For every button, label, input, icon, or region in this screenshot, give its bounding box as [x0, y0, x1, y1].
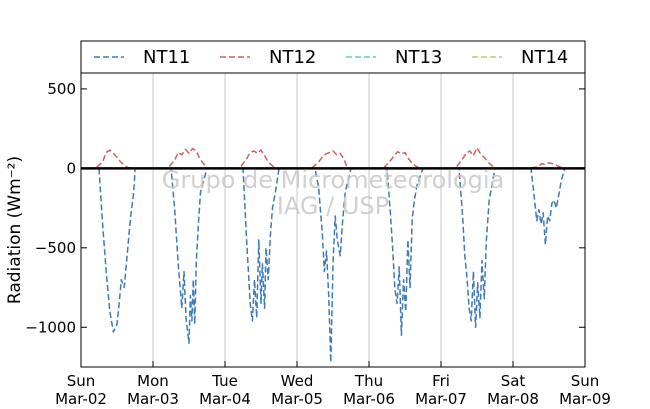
x-tick-label-day: Sat: [501, 372, 526, 390]
x-tick-label-day: Wed: [281, 372, 314, 390]
x-tick-label-day: Fri: [432, 372, 450, 390]
x-tick-label-day: Thu: [354, 372, 383, 390]
y-tick-label: 0: [66, 159, 76, 177]
y-tick-label: 500: [47, 80, 76, 98]
x-tick-label-day: Tue: [211, 372, 238, 390]
x-tick-label-date: Mar-07: [415, 390, 467, 408]
series-layer: [88, 146, 566, 363]
x-tick-label-date: Mar-09: [559, 390, 611, 408]
grid-lines: [152, 73, 514, 367]
series-line-nt12: [88, 146, 564, 170]
legend-label-nt14: NT14: [521, 47, 568, 68]
legend-label-nt11: NT11: [143, 47, 190, 68]
x-tick-label-date: Mar-06: [343, 390, 395, 408]
x-tick-label-date: Mar-02: [55, 390, 107, 408]
x-tick-label-day: Mon: [137, 372, 169, 390]
y-tick-label: −500: [35, 239, 76, 257]
y-axis-ticks: 500 0 −500 −1000: [25, 80, 585, 336]
watermark-line-2: IAG / USP: [277, 192, 389, 220]
y-axis-title: Radiation (Wm⁻²): [5, 156, 25, 304]
watermark: Grupo de Micrometeorologia IAG / USP: [162, 166, 504, 220]
watermark-line-1: Grupo de Micrometeorologia: [162, 166, 504, 194]
x-tick-label-date: Mar-05: [271, 390, 323, 408]
x-tick-label-date: Mar-03: [127, 390, 179, 408]
x-tick-label-day: Sun: [67, 372, 96, 390]
x-tick-label-date: Mar-08: [487, 390, 539, 408]
x-tick-label-date: Mar-04: [199, 390, 251, 408]
y-tick-label: −1000: [25, 318, 76, 336]
legend-label-nt12: NT12: [269, 47, 316, 68]
x-axis-ticks: SunMar-02MonMar-03TueMar-04WedMar-05ThuM…: [55, 361, 611, 408]
legend-label-nt13: NT13: [395, 47, 442, 68]
x-tick-label-day: Sun: [571, 372, 600, 390]
legend: NT11 NT12 NT13 NT14: [80, 40, 586, 74]
